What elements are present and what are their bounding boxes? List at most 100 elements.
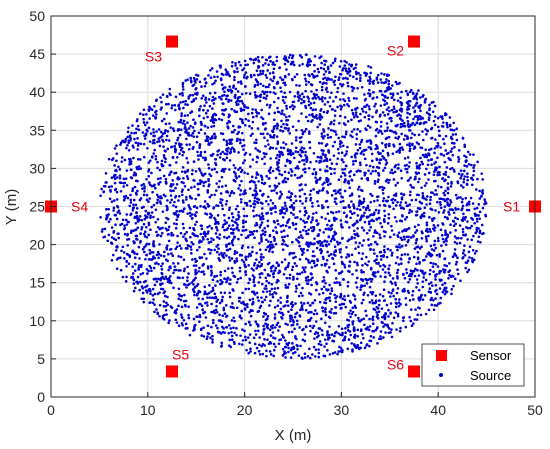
source-point <box>308 113 311 117</box>
source-point <box>298 160 301 164</box>
source-point <box>359 152 363 155</box>
source-point <box>365 255 368 259</box>
source-point <box>180 313 183 316</box>
source-point <box>467 162 471 166</box>
source-point <box>448 124 452 128</box>
source-point <box>270 212 273 215</box>
source-point <box>332 80 335 84</box>
source-point <box>135 207 139 210</box>
source-point <box>401 230 404 233</box>
source-point <box>341 135 344 138</box>
source-point <box>323 345 326 348</box>
source-point <box>230 89 234 93</box>
source-point <box>434 297 437 300</box>
source-point <box>179 269 182 272</box>
source-point <box>345 130 348 134</box>
source-point <box>164 308 168 312</box>
source-point <box>377 209 381 212</box>
source-point <box>423 155 427 159</box>
source-point <box>298 94 302 97</box>
source-point <box>347 104 351 108</box>
source-point <box>375 242 379 246</box>
source-point <box>203 124 207 128</box>
source-point <box>481 178 485 181</box>
source-point <box>435 200 439 204</box>
source-point <box>362 229 366 232</box>
source-point <box>260 212 264 215</box>
source-point <box>426 230 430 234</box>
source-point <box>429 261 433 265</box>
source-point <box>291 78 294 82</box>
source-point <box>389 92 393 96</box>
source-point <box>400 238 404 242</box>
source-point <box>449 185 453 188</box>
source-point <box>344 67 347 70</box>
source-point <box>178 106 181 110</box>
source-point <box>462 249 466 252</box>
source-point <box>298 210 302 213</box>
source-point <box>347 338 351 341</box>
source-point <box>133 137 136 141</box>
source-point <box>383 114 387 117</box>
source-point <box>468 153 472 156</box>
source-point <box>335 202 338 206</box>
source-point <box>329 135 333 139</box>
source-point <box>135 127 138 131</box>
source-point <box>261 69 265 73</box>
source-point <box>113 147 117 150</box>
source-point <box>119 223 122 227</box>
source-point <box>307 166 311 170</box>
source-point <box>211 107 214 110</box>
source-point <box>418 106 421 110</box>
source-point <box>207 177 210 181</box>
source-point <box>288 276 291 280</box>
source-point <box>172 262 175 265</box>
source-point <box>429 198 432 202</box>
source-point <box>137 128 141 132</box>
source-point <box>355 97 358 100</box>
source-point <box>281 99 285 102</box>
source-point <box>197 167 201 171</box>
source-point <box>228 295 232 299</box>
source-point <box>144 216 148 219</box>
source-point <box>229 99 233 102</box>
source-point <box>407 100 410 103</box>
source-point <box>301 266 305 269</box>
source-point <box>187 147 191 151</box>
source-point <box>192 283 195 286</box>
source-point <box>266 219 270 223</box>
source-point <box>200 227 204 231</box>
source-point <box>135 280 138 284</box>
source-point <box>449 167 452 171</box>
source-point <box>355 77 358 81</box>
source-point <box>180 114 183 118</box>
source-point <box>175 222 178 226</box>
source-point <box>477 203 481 206</box>
source-point <box>463 143 466 147</box>
source-point <box>415 285 418 289</box>
source-point <box>325 82 328 85</box>
source-point <box>288 161 292 165</box>
source-point <box>269 157 272 160</box>
source-point <box>271 71 275 75</box>
source-point <box>213 292 217 296</box>
source-point <box>304 197 308 200</box>
source-point <box>467 208 471 212</box>
source-point <box>249 204 252 208</box>
source-point <box>382 197 386 200</box>
source-point <box>428 287 432 290</box>
source-point <box>367 328 371 332</box>
source-point <box>289 168 293 171</box>
source-point <box>365 282 369 285</box>
source-point <box>368 88 371 92</box>
source-point <box>253 236 256 239</box>
source-point <box>473 221 476 225</box>
source-point <box>471 202 475 205</box>
source-point <box>260 238 263 241</box>
source-point <box>186 279 189 283</box>
source-point <box>430 163 433 166</box>
source-point <box>237 299 241 303</box>
source-point <box>131 189 134 193</box>
source-point <box>315 117 319 120</box>
source-point <box>301 202 304 205</box>
